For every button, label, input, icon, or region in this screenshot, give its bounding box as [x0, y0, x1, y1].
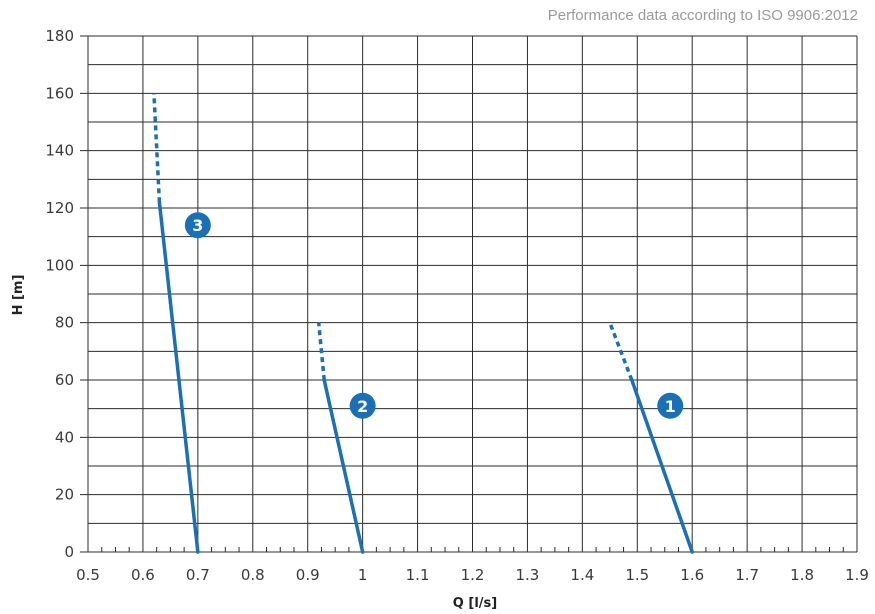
- curve-marker-badge: [657, 392, 684, 419]
- curve-dashed: [316, 322, 326, 381]
- y-tick-label: 160: [45, 84, 74, 102]
- y-tick-label: 80: [55, 314, 74, 332]
- x-tick-label: 1.4: [570, 566, 594, 584]
- curve-dashed: [152, 93, 162, 203]
- performance-note: Performance data according to ISO 9906:2…: [548, 7, 858, 24]
- x-tick-label: 1.1: [406, 566, 430, 584]
- series-2: 2: [316, 322, 376, 554]
- x-tick-label: 1.9: [845, 566, 869, 584]
- x-axis-title: Q [l/s]: [453, 596, 497, 611]
- y-axis-title: H [m]: [11, 275, 26, 316]
- x-tick-label: 0.9: [296, 566, 320, 584]
- curve-marker-badge: [184, 212, 211, 239]
- x-tick-label: 0.6: [131, 566, 155, 584]
- curve-marker-label: 1: [665, 397, 676, 416]
- series-1: 1: [608, 322, 694, 554]
- curve-solid: [630, 378, 694, 554]
- curve-marker-label: 2: [357, 397, 368, 416]
- x-tick-label: 0.5: [76, 566, 100, 584]
- series-3: 3: [152, 93, 211, 554]
- curve-marker-badge: [349, 392, 376, 419]
- curves: 1 2 3: [152, 93, 694, 554]
- curve-dashed: [608, 322, 634, 381]
- x-tick-label: 1.6: [680, 566, 704, 584]
- y-tick-label: 140: [45, 142, 74, 160]
- y-tick-label: 120: [45, 199, 74, 217]
- y-tick-label: 60: [55, 371, 74, 389]
- x-tick-label: 0.7: [186, 566, 210, 584]
- curve-marker-label: 3: [192, 216, 203, 235]
- x-tick-label: 1.3: [515, 566, 539, 584]
- x-tick-label: 1.5: [625, 566, 649, 584]
- axis-ticks: 0.5 0.6 0.7 0.8 0.9 1 1.1 1.2 1.3 1.4 1.5 1.6 1.7 1.8…: [45, 27, 869, 584]
- curve-solid: [157, 200, 200, 554]
- curve-solid: [322, 378, 365, 554]
- y-tick-label: 20: [55, 486, 74, 504]
- y-tick-label: 180: [45, 27, 74, 45]
- grid: [80, 35, 858, 553]
- y-tick-label: 0: [64, 543, 74, 561]
- x-tick-label: 1.7: [735, 566, 759, 584]
- x-tick-label: 1.8: [790, 566, 814, 584]
- y-tick-label: 100: [45, 256, 74, 274]
- x-tick-label: 1: [358, 566, 368, 584]
- x-tick-label: 1.2: [461, 566, 485, 584]
- y-tick-label: 40: [55, 428, 74, 446]
- x-tick-label: 0.8: [241, 566, 265, 584]
